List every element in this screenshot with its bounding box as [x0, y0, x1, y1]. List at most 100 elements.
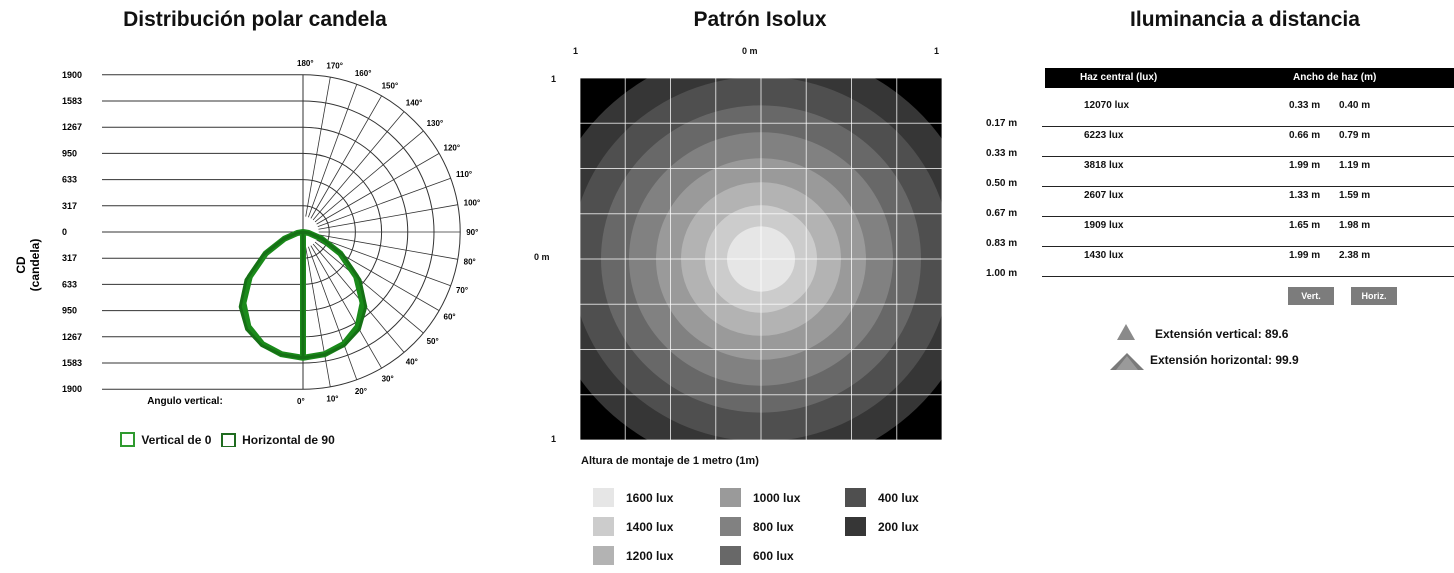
center-beam-value: 2607 lux [1084, 190, 1124, 201]
legend-vertical-label: Vertical de 0 [141, 433, 212, 447]
scale-label: 950 [62, 306, 77, 316]
ylabel-line2: (candela) [28, 239, 42, 292]
isolux-left-bottom: 1 [551, 434, 557, 444]
isolux-legend-label: 1400 lux [626, 520, 674, 534]
polar-spoke [308, 246, 358, 380]
isolux-legend-item: 200 lux [845, 517, 919, 536]
angle-label: 110° [456, 170, 472, 179]
table-row-line [1042, 186, 1454, 187]
scale-label: 1267 [62, 122, 82, 132]
beam-width-vertical: 1.99 m [1289, 250, 1321, 261]
isolux-legend-item: 1200 lux [593, 546, 673, 565]
angle-label: 120° [444, 143, 461, 152]
isolux-left-middle: 0 m [534, 252, 550, 262]
isolux-legend-item: 400 lux [845, 488, 919, 507]
scale-label: 633 [62, 175, 77, 185]
scale-label: 1900 [62, 70, 82, 80]
center-beam-value: 12070 lux [1084, 100, 1130, 111]
angle-label: 150° [382, 81, 399, 90]
angle-label: 50° [427, 337, 439, 346]
isolux-legend-swatch [845, 488, 866, 507]
angle-label: 10° [326, 395, 338, 404]
beam-width-horizontal: 0.79 m [1339, 130, 1371, 141]
polar-spoke [305, 247, 331, 387]
polar-spoke [317, 237, 451, 287]
isolux-legend-label: 1000 lux [753, 491, 801, 505]
scale-label: 0 [62, 227, 67, 237]
center-beam-value: 1430 lux [1084, 250, 1124, 261]
vertical-button[interactable]: Vert. [1288, 287, 1334, 305]
table-header: Haz central (lux) Ancho de haz (m) [1045, 68, 1454, 88]
polar-spoke [318, 234, 458, 260]
scale-label: 1267 [62, 332, 82, 342]
header-beam-width: Ancho de haz (m) [1293, 72, 1377, 83]
angle-label: 160° [355, 69, 372, 78]
scale-label: 1900 [62, 384, 82, 394]
legend-horizontal-label: Horizontal de 90 [242, 433, 335, 447]
header-center-beam: Haz central (lux) [1080, 72, 1158, 83]
center-beam-value: 3818 lux [1084, 160, 1124, 171]
isolux-legend-swatch [720, 488, 741, 507]
polar-spoke [318, 204, 458, 230]
angle-label: 140° [406, 98, 423, 107]
table-row-line [1042, 276, 1454, 277]
polar-legend: Vertical de 0 Horizontal de 90 [120, 432, 335, 447]
isolux-legend-item: 800 lux [720, 517, 794, 536]
isolux-top-right: 1 [934, 46, 940, 56]
vertical-angle-label: Angulo vertical: [147, 396, 223, 407]
distance-label: 0.17 m [986, 118, 1018, 129]
polar-spoke [305, 77, 331, 217]
table-row-line [1042, 156, 1454, 157]
polar-spoke [314, 130, 424, 223]
scale-label: 1583 [62, 96, 82, 106]
table-row-line [1042, 246, 1454, 247]
beam-width-horizontal: 1.19 m [1339, 160, 1371, 171]
beam-width-vertical: 1.33 m [1289, 190, 1321, 201]
scale-label: 317 [62, 201, 77, 211]
distance-label: 0.50 m [986, 178, 1018, 189]
isolux-legend-label: 1600 lux [626, 491, 674, 505]
isolux-legend-swatch [593, 517, 614, 536]
polar-spoke [310, 245, 382, 369]
polar-chart: CD (candela) 1900 1583 1267 950 633 317 0 317 63… [14, 59, 481, 407]
isolux-legend-item: 1000 lux [720, 488, 800, 507]
isolux-plot [580, 78, 942, 440]
isolux-legend-swatch [845, 517, 866, 536]
polar-spoke [312, 111, 405, 221]
isolux-legend-label: 800 lux [753, 520, 794, 534]
angle-label: 20° [355, 387, 367, 396]
distance-label: 0.83 m [986, 238, 1018, 249]
beam-width-vertical: 1.65 m [1289, 220, 1321, 231]
beam-width-horizontal: 0.40 m [1339, 100, 1371, 111]
angle-label: 180° [297, 59, 314, 68]
angle-label: 100° [464, 199, 481, 208]
center-beam-value: 6223 lux [1084, 130, 1124, 141]
isolux-legend-item: 1400 lux [593, 517, 673, 536]
polar-spoke [316, 153, 440, 225]
horizontal-button[interactable]: Horiz. [1351, 287, 1397, 305]
distance-label: 0.67 m [986, 208, 1018, 219]
isolux-top-left: 1 [573, 46, 579, 56]
isolux-legend-item: 600 lux [720, 546, 794, 565]
angle-label: 90° [466, 228, 478, 237]
angle-label: 130° [427, 119, 444, 128]
isolux-left-top: 1 [551, 74, 557, 84]
distance-label: 0.33 m [986, 148, 1018, 159]
legend-horizontal-swatch [220, 433, 236, 447]
table-row-line [1042, 216, 1454, 217]
ylabel-line1: CD [14, 256, 28, 274]
polar-title: Distribución polar candela [123, 8, 387, 31]
triangle-vertical-icon [1117, 324, 1135, 340]
angle-label: 80° [464, 257, 476, 266]
illuminance-table: 12070 lux 0.33 m 0.40 m 0.17 m 6223 lux 0.66 … [985, 92, 1454, 292]
polar-spoke [308, 84, 358, 218]
scale-label: 950 [62, 148, 77, 158]
beam-width-vertical: 0.33 m [1289, 100, 1321, 111]
isolux-legend: 1600 lux 1400 lux 1200 lux 1000 lux 800 lux 6… [593, 488, 953, 568]
isolux-legend-label: 200 lux [878, 520, 919, 534]
isolux-legend-label: 600 lux [753, 549, 794, 563]
angle-label: 60° [444, 313, 456, 322]
isolux-legend-swatch [720, 546, 741, 565]
angle-label: 70° [456, 286, 468, 295]
angle-label: 40° [406, 358, 418, 367]
